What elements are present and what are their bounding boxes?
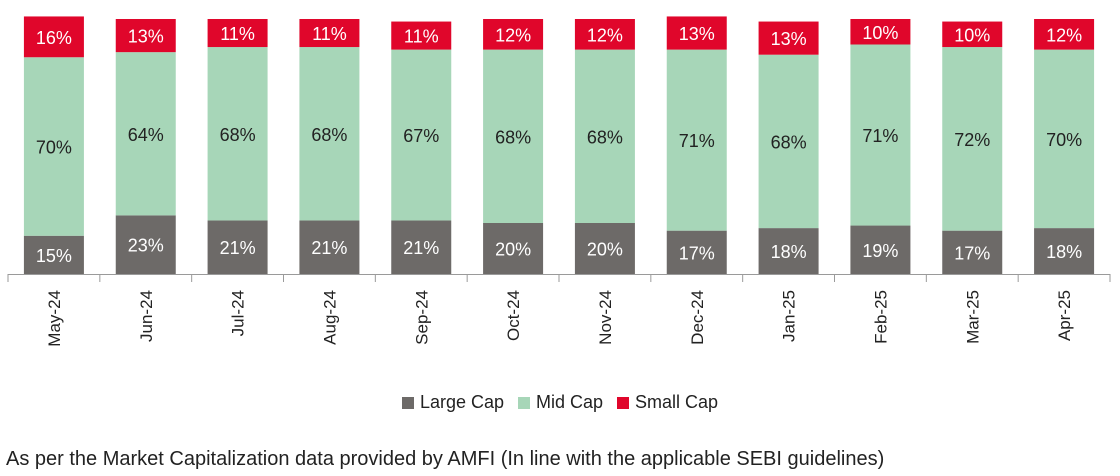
- bar-large-cap: [207, 220, 268, 274]
- x-tick-label: Jan-25: [780, 290, 799, 342]
- x-tick-label: Oct-24: [504, 290, 523, 341]
- bar-large-cap: [850, 225, 911, 274]
- x-tick-label: Feb-25: [871, 290, 890, 344]
- data-label: 10%: [862, 23, 898, 43]
- data-label: 68%: [587, 127, 623, 147]
- data-label: 21%: [403, 238, 439, 258]
- x-tick-label: Aug-24: [320, 290, 339, 345]
- legend-swatch: [401, 396, 414, 409]
- data-label: 68%: [220, 125, 256, 145]
- data-label: 71%: [679, 131, 715, 151]
- bar-mid-cap: [207, 47, 268, 221]
- data-label: 10%: [954, 25, 990, 45]
- data-label: 18%: [1046, 242, 1082, 262]
- bar-small-cap: [207, 19, 268, 48]
- x-tick-label: May-24: [45, 290, 64, 347]
- bar-large-cap: [115, 215, 176, 274]
- bar-mid-cap: [299, 47, 360, 221]
- bar-large-cap: [758, 228, 819, 274]
- legend-item: Mid Cap: [518, 392, 603, 413]
- x-tick-label: Sep-24: [412, 290, 431, 345]
- bar-large-cap: [666, 230, 727, 274]
- data-label: 70%: [1046, 130, 1082, 150]
- bar-small-cap: [942, 21, 1003, 48]
- bar-large-cap: [1034, 228, 1095, 274]
- data-label: 16%: [36, 28, 72, 48]
- data-label: 11%: [312, 24, 347, 44]
- x-tick-label: Nov-24: [596, 290, 615, 345]
- data-label: 13%: [771, 29, 807, 49]
- bar-large-cap: [942, 230, 1003, 274]
- data-label: 17%: [679, 243, 715, 263]
- x-tick-label: Jun-24: [137, 290, 156, 342]
- bar-large-cap: [23, 235, 84, 274]
- data-label: 70%: [36, 138, 72, 158]
- data-label: 11%: [404, 27, 439, 47]
- data-label: 67%: [403, 126, 439, 146]
- bar-large-cap: [483, 223, 544, 274]
- data-label: 71%: [862, 126, 898, 146]
- legend-swatch: [518, 396, 530, 409]
- data-label: 23%: [128, 236, 164, 256]
- bar-large-cap: [299, 220, 360, 274]
- data-label: 21%: [220, 238, 256, 258]
- bar-small-cap: [574, 19, 635, 50]
- data-label: 12%: [495, 25, 531, 45]
- legend-label: Mid Cap: [536, 392, 604, 412]
- bar-mid-cap: [115, 52, 176, 216]
- bar-small-cap: [299, 19, 360, 48]
- data-label: 12%: [587, 25, 623, 45]
- data-label: 11%: [220, 24, 255, 44]
- bar-small-cap: [391, 21, 452, 50]
- data-label: 17%: [954, 243, 990, 263]
- data-label: 20%: [495, 240, 531, 260]
- legend-item: Large Cap: [401, 392, 504, 413]
- bar-mid-cap: [942, 47, 1003, 231]
- bar-large-cap: [391, 220, 452, 274]
- data-label: 13%: [679, 24, 715, 44]
- data-label: 64%: [128, 125, 164, 145]
- data-label: 18%: [771, 242, 807, 262]
- footnote: As per the Market Capitalization data pr…: [6, 448, 885, 470]
- bar-mid-cap: [1034, 49, 1095, 229]
- bar-large-cap: [574, 223, 635, 274]
- data-label: 12%: [1046, 25, 1082, 45]
- x-tick-label: Dec-24: [688, 290, 707, 345]
- bar-small-cap: [666, 16, 727, 50]
- x-tick-label: Mar-25: [963, 290, 982, 344]
- bar-mid-cap: [850, 44, 911, 226]
- bar-small-cap: [850, 19, 911, 45]
- data-label: 13%: [128, 27, 164, 47]
- x-tick-label: Jul-24: [229, 290, 248, 336]
- data-label: 15%: [36, 246, 72, 266]
- bar-small-cap: [115, 19, 176, 53]
- bar-small-cap: [23, 16, 84, 58]
- data-label: 68%: [311, 125, 347, 145]
- bar-mid-cap: [391, 49, 452, 221]
- bar-mid-cap: [23, 57, 84, 236]
- legend: Large Cap Mid Cap Small Cap: [0, 392, 1120, 413]
- bar-mid-cap: [483, 49, 544, 223]
- bar-small-cap: [758, 21, 819, 55]
- legend-item: Small Cap: [617, 392, 718, 413]
- data-label: 72%: [954, 130, 990, 150]
- bar-mid-cap: [666, 49, 727, 231]
- data-label: 68%: [771, 132, 807, 152]
- x-tick-label: Apr-25: [1055, 290, 1074, 341]
- data-label: 21%: [311, 238, 347, 258]
- bar-small-cap: [483, 19, 544, 50]
- data-label: 68%: [495, 127, 531, 147]
- bar-mid-cap: [574, 49, 635, 223]
- data-label: 20%: [587, 240, 623, 260]
- stacked-bar-chart: 15% 70% 16% May-24 23% 64% 13% Jun-24 21% 68% 11% J…: [7, 16, 1111, 347]
- legend-label: Large Cap: [419, 392, 504, 412]
- bar-small-cap: [1034, 19, 1095, 50]
- bar-mid-cap: [758, 54, 819, 229]
- legend-label: Small Cap: [635, 392, 719, 412]
- legend-swatch: [617, 396, 630, 409]
- data-label: 19%: [862, 241, 898, 261]
